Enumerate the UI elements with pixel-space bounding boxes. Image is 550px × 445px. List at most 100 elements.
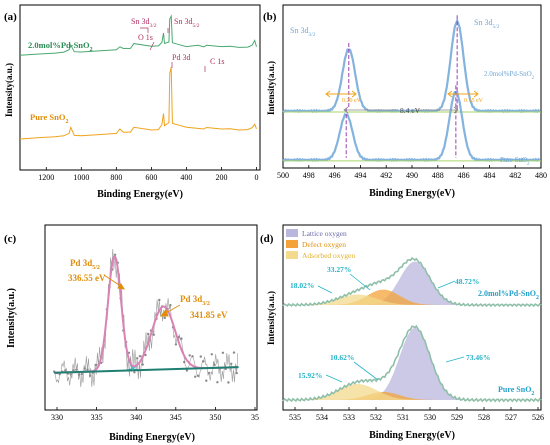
panel-b-tick-label: 496	[329, 171, 341, 180]
panel-d-frame	[282, 224, 542, 411]
panel-d-xticks: 535 534 533 532 531 530 529 528 527 526	[289, 407, 544, 422]
panel-c-data-point	[199, 355, 202, 358]
panel-a-annotation-leaders	[140, 27, 206, 72]
panel-d-tick-label: 533	[343, 413, 355, 422]
panel-b-tick-label: 498	[303, 171, 315, 180]
panel-c-data-point	[232, 351, 236, 354]
panel-b-tick-label: 484	[483, 171, 495, 180]
panel-d-legend-pure: Pure SnO2	[498, 385, 534, 397]
panel-d-tick-label: 531	[397, 413, 409, 422]
panel-d-tick-label: 532	[370, 413, 382, 422]
panel-b-legend-pure: Pure SnO2	[500, 156, 530, 167]
panel-d-tick-label: 535	[289, 413, 301, 422]
panel-a-frame	[19, 4, 261, 171]
panel-c-ylabel: Intensity(a.u.)	[6, 288, 17, 348]
panel-a-tick-label: 1000	[73, 173, 89, 182]
panel-c-data-point	[141, 363, 144, 366]
panel-b-tick-label: 488	[432, 171, 444, 180]
panel-a-tick-label: 0	[254, 173, 258, 182]
panel-a-label-c1s: C 1s	[210, 57, 224, 66]
panel-a-tick-label: 400	[180, 173, 192, 182]
panel-b-label-sn3d32: Sn 3d3/2	[290, 26, 316, 38]
panel-c-data-point	[210, 353, 213, 356]
panel-a-ylabel: Intensity(a.u.)	[4, 63, 14, 117]
panel-c-data-point	[235, 371, 238, 375]
panel-d-tick-label: 527	[505, 413, 517, 422]
panel-c-pk2-label: Pd 3d3/2	[180, 294, 210, 307]
panel-d-ylabel: Intensity(a.u.)	[266, 291, 276, 345]
panel-a-label-pd3d: Pd 3d	[172, 53, 190, 62]
panel-b-tick-label: 486	[458, 171, 470, 180]
panel-a-title: (a)	[4, 11, 17, 23]
series-line-pure-sno2	[19, 67, 257, 140]
panel-b-tick-label: 482	[509, 171, 521, 180]
panel-c-data-point	[169, 304, 172, 307]
panel-b-frame	[282, 4, 542, 169]
panel-d-component-adsorbed	[283, 384, 541, 400]
panel-a-label-sn3d52: Sn 3d5/2	[174, 17, 200, 29]
panel-b-tick-label: 492	[380, 171, 392, 180]
panel-c-data-point	[75, 368, 78, 371]
panel-a-tick-label: 600	[145, 173, 157, 182]
panel-b-tick-label: 500	[277, 171, 289, 180]
panel-b-shift2: 0.15 eV	[464, 98, 484, 104]
panel-c-data-point	[158, 298, 161, 302]
panel-c-data-point	[136, 357, 139, 360]
panel-c-data-point	[194, 375, 197, 378]
panel-c-data-point	[202, 360, 205, 363]
panel-c-data-point	[163, 316, 166, 320]
panel-c-data-point	[72, 369, 75, 372]
percent-adsorbed-pd: 18.02%	[290, 281, 314, 290]
panel-d-component-defect	[283, 392, 541, 400]
panel-a-label-o1s: O 1s	[138, 33, 153, 42]
percent-adsorbed-pure: 15.92%	[298, 371, 322, 380]
panel-d-percents: 18.02% 33.27% 48.72% 15.92% 10.62% 73.46…	[290, 265, 490, 380]
panel-d-component-defect	[283, 289, 541, 305]
panel-b-series-line	[282, 17, 541, 114]
panel-b-ylabel: Intensity(a.u.)	[266, 61, 276, 115]
panel-d-legend: Lattice oxygen Defect oxygen Adsorbed ox…	[286, 229, 355, 260]
panel-d-xlabel: Binding Energy(eV)	[369, 430, 455, 441]
panel-d-component-adsorbed	[283, 294, 541, 305]
panel-c-data-point	[188, 354, 191, 357]
panel-c-xlabel: Binding Energy(eV)	[109, 432, 195, 443]
panel-d-tick-label: 529	[451, 413, 463, 422]
panel-d-plot	[282, 257, 542, 403]
panel-c-tick-label: 35	[251, 413, 259, 422]
panel-b-split: 8.4 eV	[400, 106, 421, 115]
percent-defect-pure: 10.62%	[330, 353, 354, 362]
panel-a-tick-label: 1200	[38, 173, 54, 182]
panel-c-data-point	[230, 362, 233, 365]
panel-a-xlabel: Binding Energy(eV)	[97, 189, 183, 200]
panel-c-plot	[53, 248, 239, 388]
panel-b-xticks: 500 498 496 494 492 490 488 486 484 482 480	[277, 165, 547, 180]
panel-b-tick-label: 490	[406, 171, 418, 180]
panel-c-pk1-value: 336.55 eV	[68, 273, 106, 283]
panel-b-tick-label: 494	[354, 171, 366, 180]
panel-b-legend-pd: 2.0mol%Pd-SnO2	[484, 70, 535, 81]
panel-b-label-sn3d52: Sn 3d5/2	[474, 18, 500, 30]
panel-a-legend-pure: Pure SnO2	[30, 112, 69, 125]
panel-d-tick-label: 530	[424, 413, 436, 422]
panel-b-xlabel: Binding Energy(eV)	[369, 188, 455, 199]
panel-c-tick-label: 340	[130, 413, 142, 422]
panel-b-shift1: 0.20 eV	[342, 98, 362, 104]
panel-d-tick-label: 534	[316, 413, 328, 422]
panel-c-data-point	[207, 371, 211, 375]
panel-c-tick-label: 350	[209, 413, 221, 422]
panel-c-data-point	[183, 360, 186, 364]
panel-b-tick-label: 480	[535, 171, 547, 180]
percent-defect-pd: 33.27%	[327, 265, 351, 274]
panel-c-data-point	[213, 363, 216, 367]
panel-c-tick-label: 330	[51, 413, 63, 422]
panel-d-component-lattice	[283, 261, 541, 305]
panel-a-tick-label: 800	[110, 173, 122, 182]
legend-swatch-defect	[286, 240, 298, 248]
panel-a-label-sn3d32: Sn 3d3/2	[131, 17, 157, 29]
panel-c-arrows	[103, 274, 181, 317]
panel-c-data-point	[205, 379, 208, 382]
panel-c-data-point	[185, 369, 189, 372]
panel-c-data-point	[133, 371, 136, 374]
panel-c-data-point	[174, 343, 178, 346]
